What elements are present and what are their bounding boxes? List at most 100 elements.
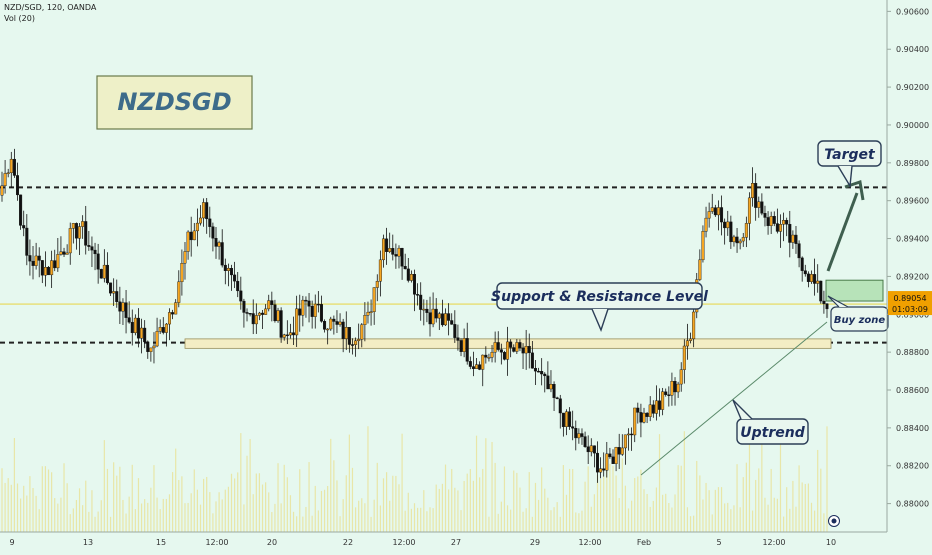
candle-down [434,308,438,319]
volume-bar [730,509,732,532]
volume-bar [528,472,530,532]
candle-down [453,324,457,338]
candle-down [93,249,97,255]
candle-up [487,357,491,359]
candle-down [273,304,277,322]
candle-down [40,260,44,276]
price-tick-label: 0.88600 [896,386,929,395]
volume-bar [593,494,595,532]
volume-bar [575,512,577,532]
volume-bar [503,466,506,532]
volume-bar [345,475,347,532]
volume-bar [212,513,214,532]
candle-up [726,221,730,229]
volume-bar [423,490,425,532]
volume-bar [801,482,803,532]
candle-down [12,158,16,176]
volume-bar [761,437,763,532]
time-tick-label: 15 [156,538,166,547]
volume-bar [13,438,16,532]
price-tick-label: 0.90400 [896,45,929,54]
volume-bar [513,470,515,532]
volume-bar [658,434,661,532]
volume-bar [82,505,84,532]
volume-bar [748,423,751,532]
candle-down [785,220,789,225]
volume-bar [472,480,475,532]
time-tick-label: 29 [530,538,540,547]
price-tick-label: 0.89400 [896,235,929,244]
candle-down [456,337,460,341]
candle-down [261,312,265,315]
volume-bar [373,499,375,532]
candle-up [627,433,631,436]
candle-down [214,238,218,247]
candle-down [74,223,78,239]
candle-up [43,267,47,276]
current-price-tag [888,291,932,316]
price-tick-label: 0.88200 [896,462,929,471]
candle-down [307,300,311,307]
volume-bar [320,490,323,532]
candle-down [25,227,29,256]
candle-up [198,217,202,224]
candle-down [236,280,240,292]
candle-down [775,223,779,232]
volume-bar [29,476,31,532]
volume-bar [646,493,648,532]
candle-up [506,341,510,360]
candle-down [292,332,296,336]
volume-bar [308,462,310,532]
candle-up [375,281,379,288]
volume-bar [649,506,651,532]
target-pointer [837,165,853,189]
volume-bar [693,515,695,532]
candle-up [102,264,106,279]
volume-bar [742,477,744,532]
candle-down [419,294,423,310]
volume-bar [389,500,391,532]
volume-bar [441,483,444,532]
volume-bar [106,468,109,532]
sr-label-text: Support & Resistance Level [491,289,708,305]
candle-down [822,300,826,304]
volume-bar [227,486,230,532]
volume-bar [289,495,292,532]
candle-down [571,426,575,429]
volume-bar [66,483,68,532]
candle-down [537,370,541,373]
volume-bar [258,473,261,532]
candle-down [580,433,584,437]
candle-up [264,308,268,315]
price-tick-label: 0.90200 [896,83,929,92]
volume-bar [125,513,127,532]
candle-down [385,238,389,252]
candle-up [751,183,755,199]
candle-up [378,259,382,282]
candle-up [716,207,720,216]
volume-bar [224,489,226,532]
candle-down [223,264,227,271]
volume-bar [72,508,74,532]
candle-up [437,313,441,319]
target-arrow [826,192,859,272]
candle-down [561,412,565,427]
volume-bar [296,516,298,532]
candle-down [583,436,587,447]
candle-up [59,251,63,255]
candle-down [543,373,547,377]
candle-down [540,371,544,375]
volume-bar [488,516,490,532]
volume-bar [150,487,152,532]
candle-up [164,323,168,333]
price-tick-label: 0.88000 [896,500,929,509]
candle-up [78,226,82,239]
candle-down [233,274,237,282]
candle-up [202,202,206,219]
price-tick-label: 0.89200 [896,272,929,281]
volume-bar [137,478,140,532]
candle-down [130,321,134,334]
candle-up [192,230,196,241]
